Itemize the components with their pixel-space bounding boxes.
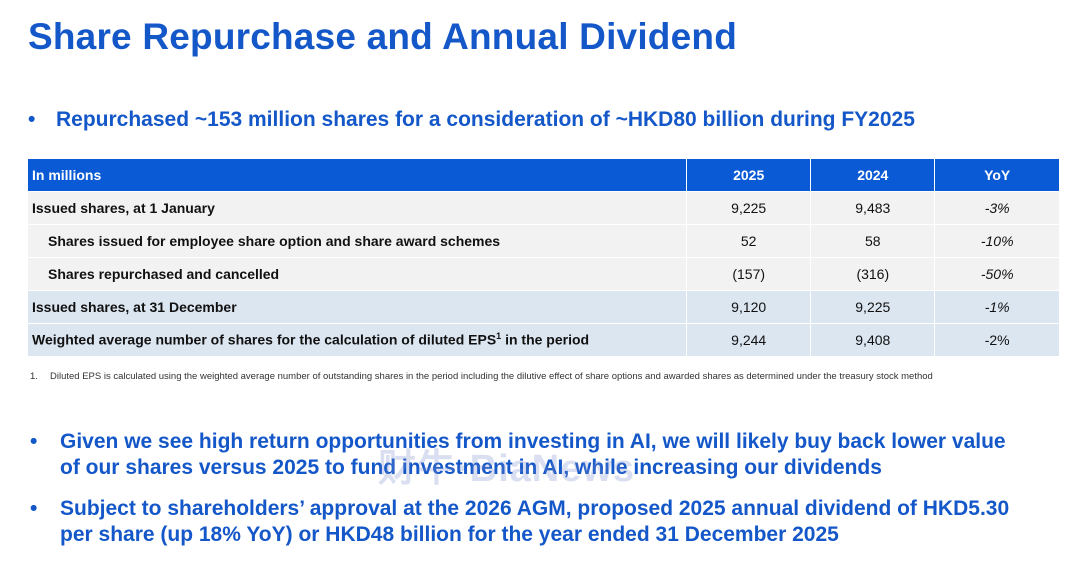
bullet-buyback-outlook: • Given we see high return opportunities… — [30, 429, 1030, 481]
table-row: Shares issued for employee share option … — [28, 223, 1059, 257]
row-value-2024: 9,483 — [810, 190, 935, 224]
row-value-yoy: -2% — [934, 322, 1059, 356]
bullet-marker: • — [28, 108, 36, 131]
row-value-2024: 58 — [810, 223, 935, 257]
row-label: Shares repurchased and cancelled — [28, 256, 687, 290]
table-row: Issued shares, at 1 January 9,225 9,483 … — [28, 190, 1059, 224]
footnote: 1. Diluted EPS is calculated using the w… — [30, 371, 1050, 383]
header-in-millions: In millions — [28, 159, 687, 191]
row-value-2024: 9,408 — [810, 322, 935, 356]
bullet-marker: • — [30, 430, 38, 453]
row-value-2024: (316) — [810, 256, 935, 290]
footnote-ref: 1 — [496, 331, 502, 342]
row-value-yoy: -50% — [934, 256, 1059, 290]
row-label: Shares issued for employee share option … — [28, 223, 687, 257]
row-label: Issued shares, at 31 December — [28, 289, 687, 323]
header-2024: 2024 — [810, 159, 935, 191]
bullet-text: Repurchased ~153 million shares for a co… — [56, 108, 915, 131]
row-label-suffix: in the period — [501, 332, 590, 349]
row-label: Weighted average number of shares for th… — [28, 322, 687, 356]
row-value-2024: 9,225 — [810, 289, 935, 323]
table-header-row: In millions 2025 2024 YoY — [28, 159, 1059, 191]
row-value-2025: (157) — [686, 256, 811, 290]
row-value-yoy: -3% — [934, 190, 1059, 224]
bullet-marker: • — [30, 497, 38, 520]
row-label: Issued shares, at 1 January — [28, 190, 687, 224]
table-row: Issued shares, at 31 December 9,120 9,22… — [28, 289, 1059, 323]
row-label-text: Weighted average number of shares for th… — [32, 332, 497, 349]
bullet-repurchase-summary: • Repurchased ~153 million shares for a … — [28, 108, 915, 132]
row-value-2025: 9,120 — [686, 289, 811, 323]
share-count-table: In millions 2025 2024 YoY Issued shares,… — [28, 159, 1059, 356]
row-value-2025: 9,225 — [686, 190, 811, 224]
table-row: Weighted average number of shares for th… — [28, 322, 1059, 356]
bullet-dividend-proposal: • Subject to shareholders’ approval at t… — [30, 496, 1030, 548]
bullet-text: Subject to shareholders’ approval at the… — [60, 497, 1010, 546]
footnote-text: Diluted EPS is calculated using the weig… — [50, 371, 933, 382]
slide-title: Share Repurchase and Annual Dividend — [28, 16, 737, 57]
row-value-2025: 52 — [686, 223, 811, 257]
header-2025: 2025 — [686, 159, 811, 191]
bullet-text: Given we see high return opportunities f… — [60, 430, 1006, 479]
footnote-number: 1. — [30, 371, 38, 382]
row-value-2025: 9,244 — [686, 322, 811, 356]
table-row: Shares repurchased and cancelled (157) (… — [28, 256, 1059, 290]
row-value-yoy: -1% — [934, 289, 1059, 323]
header-yoy: YoY — [934, 159, 1059, 191]
row-value-yoy: -10% — [934, 223, 1059, 257]
